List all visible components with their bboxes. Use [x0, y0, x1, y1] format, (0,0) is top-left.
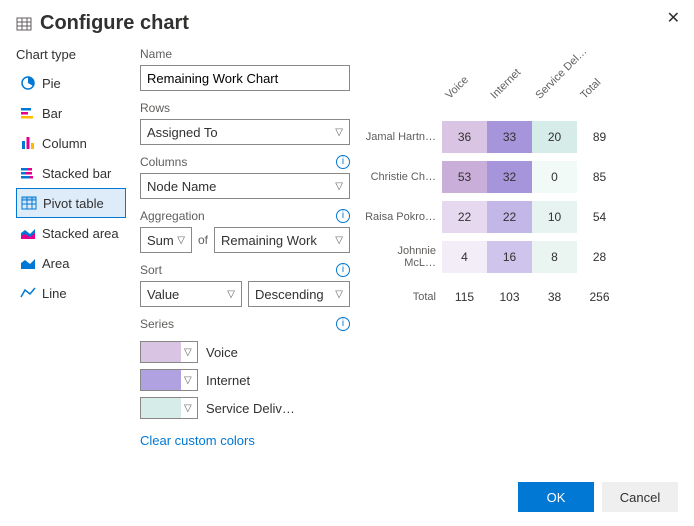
pivot-cell: 22 [487, 201, 532, 233]
cancel-button[interactable]: Cancel [602, 482, 678, 512]
series-color-picker[interactable]: ▽ [140, 341, 198, 363]
series-color-picker[interactable]: ▽ [140, 369, 198, 391]
chart-type-label: Line [42, 286, 67, 301]
chart-type-column[interactable]: Column [16, 128, 126, 158]
chevron-down-icon: ▽ [335, 127, 343, 138]
pivot-cell: 20 [532, 121, 577, 153]
chevron-down-icon: ▽ [184, 403, 192, 414]
info-icon[interactable]: i [336, 317, 350, 331]
aggregation-field-select[interactable]: Remaining Work▽ [214, 227, 350, 253]
chart-type-label: Stacked bar [42, 166, 111, 181]
chevron-down-icon: ▽ [184, 347, 192, 358]
row-label: Raisa Pokro… [364, 197, 442, 237]
dialog-header: Configure chart [16, 12, 678, 35]
name-input[interactable] [140, 65, 350, 91]
chevron-down-icon: ▽ [335, 181, 343, 192]
aggregation-label: Aggregationi [140, 209, 350, 223]
series-item: ▽ Service Deliv… [140, 397, 350, 419]
ok-button[interactable]: OK [518, 482, 594, 512]
pivot-row: Raisa Pokro…22221054 [364, 197, 678, 237]
info-icon[interactable]: i [336, 155, 350, 169]
chart-type-label: Column [42, 136, 87, 151]
table-icon [16, 16, 32, 32]
chart-type-label: Chart type [16, 47, 126, 62]
pivot-row: Johnnie McL…416828 [364, 237, 678, 277]
dialog-title: Configure chart [40, 12, 189, 35]
series-item: ▽ Voice [140, 341, 350, 363]
chart-type-label: Pivot table [43, 196, 104, 211]
series-name: Voice [206, 345, 350, 360]
total-cell: 38 [532, 277, 577, 317]
columns-label: Columnsi [140, 155, 350, 169]
sort-by-select[interactable]: Value▽ [140, 281, 242, 307]
rows-label: Rows [140, 101, 350, 115]
chart-type-stackedarea[interactable]: Stacked area [16, 218, 126, 248]
pivot-cell: 54 [577, 201, 622, 233]
pivot-cell: 28 [577, 241, 622, 273]
chevron-down-icon: ▽ [177, 235, 185, 246]
series-label: Seriesi [140, 317, 350, 331]
pivot-cell: 22 [442, 201, 487, 233]
info-icon[interactable]: i [336, 209, 350, 223]
rows-select[interactable]: Assigned To▽ [140, 119, 350, 145]
pivot-cell: 4 [442, 241, 487, 273]
close-icon[interactable]: ✕ [667, 8, 680, 28]
chevron-down-icon: ▽ [184, 375, 192, 386]
series-color-picker[interactable]: ▽ [140, 397, 198, 419]
total-cell: 256 [577, 277, 622, 317]
pivot-cell: 0 [532, 161, 577, 193]
sort-dir-select[interactable]: Descending▽ [248, 281, 350, 307]
total-cell: 115 [442, 277, 487, 317]
chart-type-label: Pie [42, 76, 61, 91]
chart-type-area[interactable]: Area [16, 248, 126, 278]
chart-type-bar[interactable]: Bar [16, 98, 126, 128]
pivot-preview: VoiceInternetService Del…Total Jamal Har… [364, 47, 678, 448]
total-cell: 103 [487, 277, 532, 317]
pivot-cell: 32 [487, 161, 532, 193]
configure-chart-dialog: ✕ Configure chart Chart type Pie Bar Colum… [0, 0, 694, 526]
chart-type-line[interactable]: Line [16, 278, 126, 308]
row-label: Jamal Hartn… [364, 117, 442, 157]
pivot-cell: 8 [532, 241, 577, 273]
pivot-cell: 53 [442, 161, 487, 193]
info-icon[interactable]: i [336, 263, 350, 277]
series-item: ▽ Internet [140, 369, 350, 391]
chart-type-label: Bar [42, 106, 62, 121]
chart-type-label: Area [42, 256, 69, 271]
series-name: Internet [206, 373, 350, 388]
of-label: of [198, 233, 208, 247]
chevron-down-icon: ▽ [227, 289, 235, 300]
chart-type-stackedbar[interactable]: Stacked bar [16, 158, 126, 188]
aggregation-fn-select[interactable]: Sum▽ [140, 227, 192, 253]
chart-type-panel: Chart type Pie Bar Column Stacked bar Pivot … [16, 47, 126, 448]
pivot-cell: 33 [487, 121, 532, 153]
clear-colors-link[interactable]: Clear custom colors [140, 433, 350, 448]
pivot-cell: 10 [532, 201, 577, 233]
row-label: Johnnie McL… [364, 237, 442, 277]
total-row-label: Total [364, 277, 442, 317]
row-label: Christie Ch… [364, 157, 442, 197]
pivot-row: Jamal Hartn…36332089 [364, 117, 678, 157]
chart-type-label: Stacked area [42, 226, 119, 241]
column-header: Total [549, 57, 609, 117]
pivot-cell: 36 [442, 121, 487, 153]
pivot-cell: 16 [487, 241, 532, 273]
pivot-row: Christie Ch…5332085 [364, 157, 678, 197]
columns-select[interactable]: Node Name▽ [140, 173, 350, 199]
sort-label: Sorti [140, 263, 350, 277]
chevron-down-icon: ▽ [335, 235, 343, 246]
chevron-down-icon: ▽ [335, 289, 343, 300]
chart-type-pivot[interactable]: Pivot table [16, 188, 126, 218]
pivot-cell: 85 [577, 161, 622, 193]
series-name: Service Deliv… [206, 401, 350, 416]
form-panel: Name Rows Assigned To▽ Columnsi Node Nam… [140, 47, 350, 448]
chart-type-pie[interactable]: Pie [16, 68, 126, 98]
pivot-cell: 89 [577, 121, 622, 153]
name-label: Name [140, 47, 350, 61]
dialog-footer: OK Cancel [518, 482, 678, 512]
